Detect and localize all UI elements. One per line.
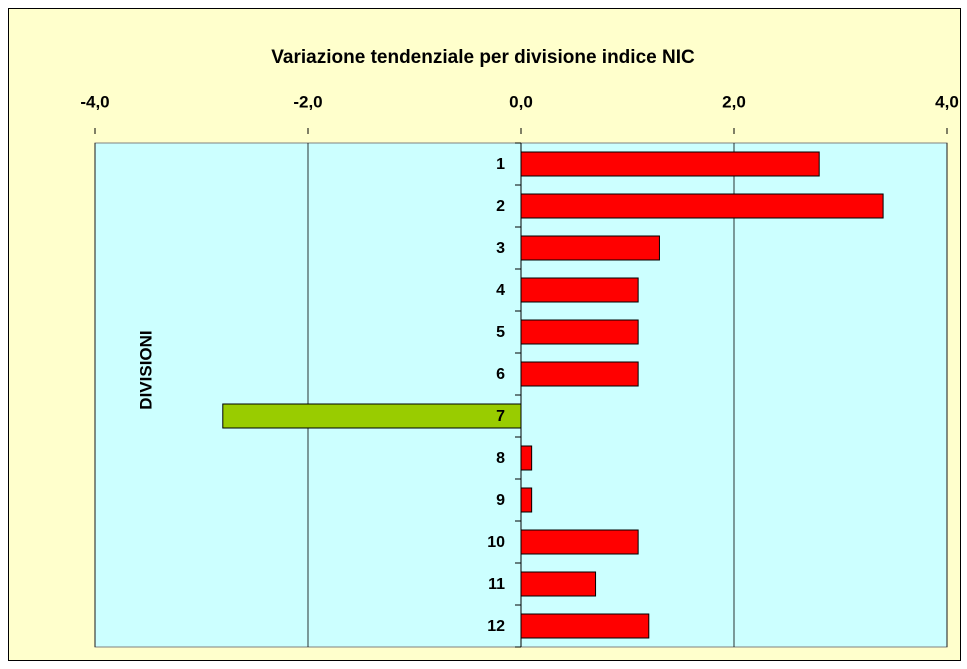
x-tick-label: 4,0 [935, 92, 959, 111]
bar [520, 193, 884, 219]
bar [520, 235, 660, 261]
bar [520, 319, 639, 345]
y-tick-label: 1 [496, 156, 505, 173]
bar [520, 529, 639, 555]
chart-title: Variazione tendenziale per divisione ind… [271, 47, 695, 68]
y-tick-label: 3 [496, 240, 505, 257]
y-tick-label: 9 [496, 492, 505, 509]
y-tick-label: 4 [496, 282, 505, 299]
y-tick-label: 11 [488, 576, 505, 593]
y-tick-label: 6 [496, 366, 505, 383]
bar [520, 445, 533, 471]
bar [520, 487, 533, 513]
x-tick-label: -2,0 [293, 92, 322, 111]
bar [520, 277, 639, 303]
y-tick-label: 8 [496, 450, 505, 467]
x-tick-label: 2,0 [722, 92, 746, 111]
bar [520, 361, 639, 387]
y-tick-label: 10 [487, 534, 505, 551]
y-tick-label: 7 [496, 408, 505, 425]
bar [520, 151, 820, 177]
y-tick-label: 5 [496, 324, 505, 341]
bar [520, 571, 597, 597]
y-axis-label: DIVISIONI [136, 330, 155, 409]
y-tick-label: 2 [496, 198, 505, 215]
y-tick-label: 12 [487, 618, 505, 635]
bar [222, 403, 522, 429]
x-tick-label: 0,0 [509, 92, 533, 111]
bar [520, 613, 650, 639]
x-tick-label: -4,0 [80, 92, 109, 111]
